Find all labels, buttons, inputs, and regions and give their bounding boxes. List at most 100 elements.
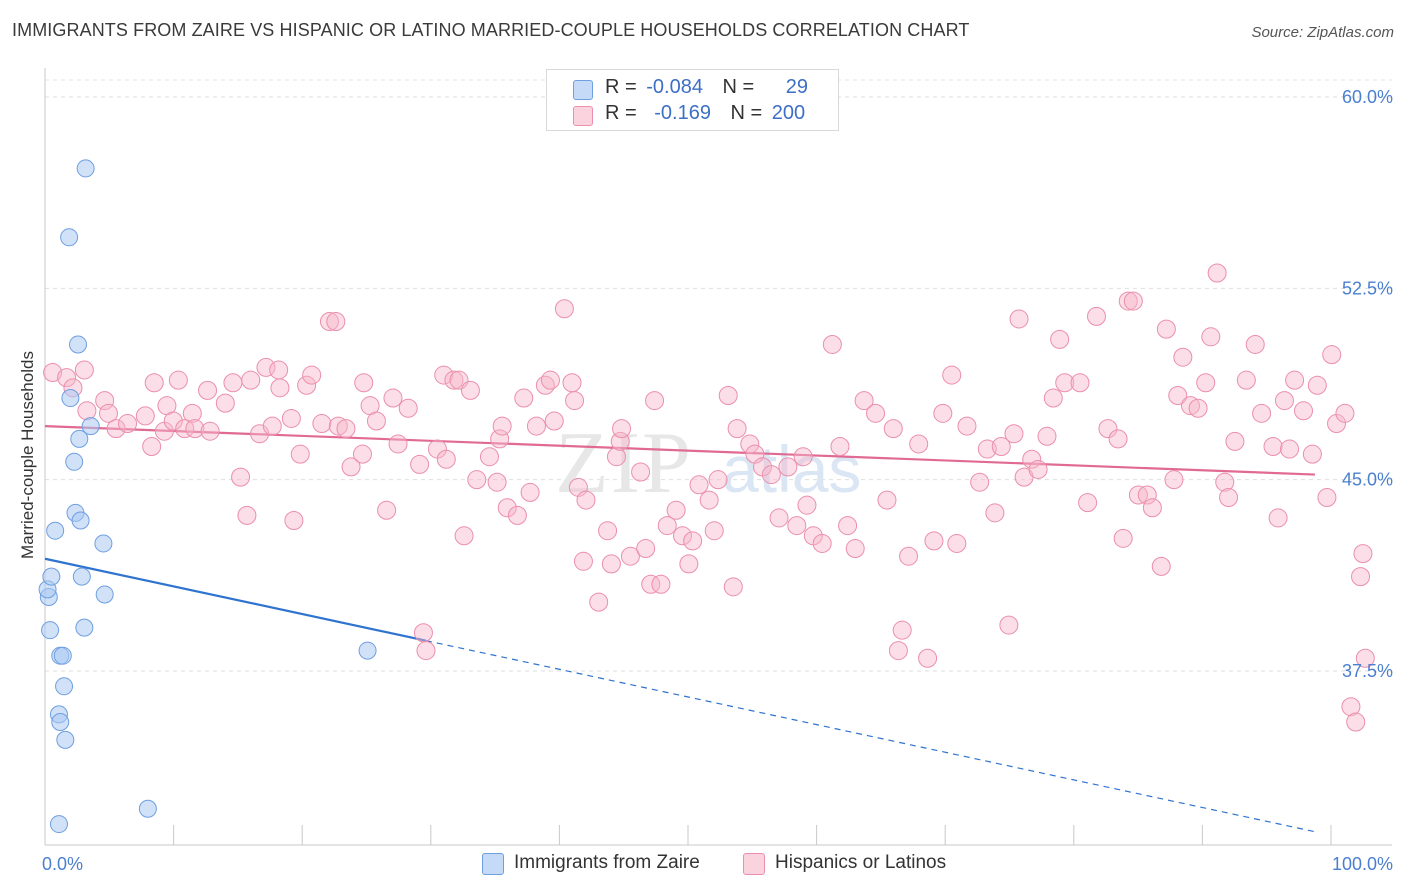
point-hispanic-123 (892, 620, 912, 640)
point-hispanic-14 (163, 411, 183, 431)
point-hispanic-5 (95, 391, 115, 411)
point-zaire-3 (41, 621, 60, 640)
legend-n-label: N = (730, 102, 763, 124)
point-hispanic-9 (135, 406, 155, 426)
point-hispanic-55 (436, 449, 456, 469)
point-hispanic-37 (319, 311, 339, 331)
point-hispanic-40 (336, 419, 356, 439)
point-hispanic-96 (689, 475, 709, 495)
point-hispanic-120 (877, 490, 897, 510)
point-hispanic-136 (999, 615, 1019, 635)
point-hispanic-66 (507, 505, 527, 525)
point-hispanic-56 (444, 370, 464, 390)
point-hispanic-150 (1108, 429, 1128, 449)
point-hispanic-46 (377, 500, 397, 520)
point-hispanic-58 (454, 526, 474, 546)
legend-n-value: 29 (785, 76, 809, 98)
chart-title: IMMIGRANTS FROM ZAIRE VS HISPANIC OR LAT… (12, 20, 970, 40)
point-hispanic-164 (1196, 373, 1216, 393)
point-hispanic-189 (1353, 544, 1373, 564)
point-hispanic-16 (175, 419, 195, 439)
bottom-legend-label-hispanic: Hispanics or Latinos (775, 852, 947, 873)
point-hispanic-182 (1322, 345, 1342, 365)
point-hispanic-74 (562, 373, 582, 393)
axes (44, 68, 1392, 846)
point-hispanic-64 (492, 416, 512, 436)
point-hispanic-167 (1215, 472, 1235, 492)
point-hispanic-175 (1274, 391, 1294, 411)
point-hispanic-181 (1317, 488, 1337, 508)
point-hispanic-159 (1164, 470, 1184, 490)
point-hispanic-132 (970, 472, 990, 492)
point-hispanic-130 (947, 533, 967, 553)
point-hispanic-138 (1009, 309, 1029, 329)
y-tick-label-2: 52.5% (1342, 278, 1393, 298)
point-hispanic-1 (57, 368, 77, 388)
point-zaire-26 (358, 641, 377, 660)
point-hispanic-43 (354, 373, 374, 393)
point-hispanic-109 (787, 516, 807, 536)
point-hispanic-62 (487, 472, 507, 492)
point-hispanic-94 (679, 554, 699, 574)
point-zaire-4 (46, 521, 65, 540)
source-label: Source: ZipAtlas.com (1251, 24, 1394, 41)
point-hispanic-126 (918, 648, 938, 668)
point-hispanic-98 (704, 521, 724, 541)
point-hispanic-165 (1201, 327, 1221, 347)
point-hispanic-144 (1050, 329, 1070, 349)
legend-swatch-hispanic (573, 106, 593, 126)
point-hispanic-49 (398, 398, 418, 418)
x-tick-label-1: 100.0% (1332, 854, 1393, 874)
point-hispanic-183 (1327, 414, 1347, 434)
point-hispanic-179 (1302, 444, 1322, 464)
point-hispanic-168 (1219, 488, 1239, 508)
point-hispanic-119 (866, 403, 886, 423)
legend-r-label: R = (605, 102, 637, 124)
point-zaire-16 (69, 335, 88, 354)
point-hispanic-177 (1285, 370, 1305, 390)
point-hispanic-101 (723, 577, 743, 597)
point-hispanic-80 (598, 521, 618, 541)
point-hispanic-7 (106, 419, 126, 439)
point-hispanic-73 (554, 299, 574, 319)
point-hispanic-114 (822, 334, 842, 354)
point-hispanic-39 (328, 416, 348, 436)
point-hispanic-162 (1180, 396, 1200, 416)
point-hispanic-146 (1070, 373, 1090, 393)
bottom-legend-swatch-hispanic (743, 853, 765, 875)
point-hispanic-65 (497, 498, 517, 518)
point-hispanic-72 (544, 411, 564, 431)
point-hispanic-107 (769, 508, 789, 528)
point-hispanic-111 (797, 495, 817, 515)
point-zaire-22 (81, 417, 100, 436)
point-hispanic-147 (1078, 493, 1098, 513)
point-hispanic-127 (924, 531, 944, 551)
point-hispanic-115 (830, 437, 850, 457)
point-hispanic-125 (909, 434, 929, 454)
point-hispanic-186 (1346, 712, 1366, 732)
y-axis-label: Married-couple Households (18, 351, 37, 559)
point-hispanic-4 (77, 401, 97, 421)
point-hispanic-15 (168, 370, 188, 390)
point-hispanic-61 (479, 447, 499, 467)
point-hispanic-99 (708, 470, 728, 490)
point-hispanic-70 (535, 375, 555, 395)
point-zaire-14 (65, 452, 84, 471)
point-hispanic-103 (740, 434, 760, 454)
point-hispanic-11 (144, 373, 164, 393)
point-hispanic-171 (1245, 334, 1265, 354)
point-hispanic-185 (1341, 697, 1361, 717)
point-hispanic-17 (182, 403, 202, 423)
point-zaire-2 (42, 567, 61, 586)
point-hispanic-141 (1028, 459, 1048, 479)
point-hispanic-174 (1268, 508, 1288, 528)
point-hispanic-149 (1098, 419, 1118, 439)
point-hispanic-24 (237, 505, 257, 525)
point-hispanic-67 (514, 388, 534, 408)
point-hispanic-180 (1307, 375, 1327, 395)
point-hispanic-95 (683, 531, 703, 551)
point-hispanic-148 (1086, 306, 1106, 326)
point-zaire-20 (72, 567, 91, 586)
point-zaire-9 (51, 713, 70, 732)
point-hispanic-54 (434, 365, 454, 385)
